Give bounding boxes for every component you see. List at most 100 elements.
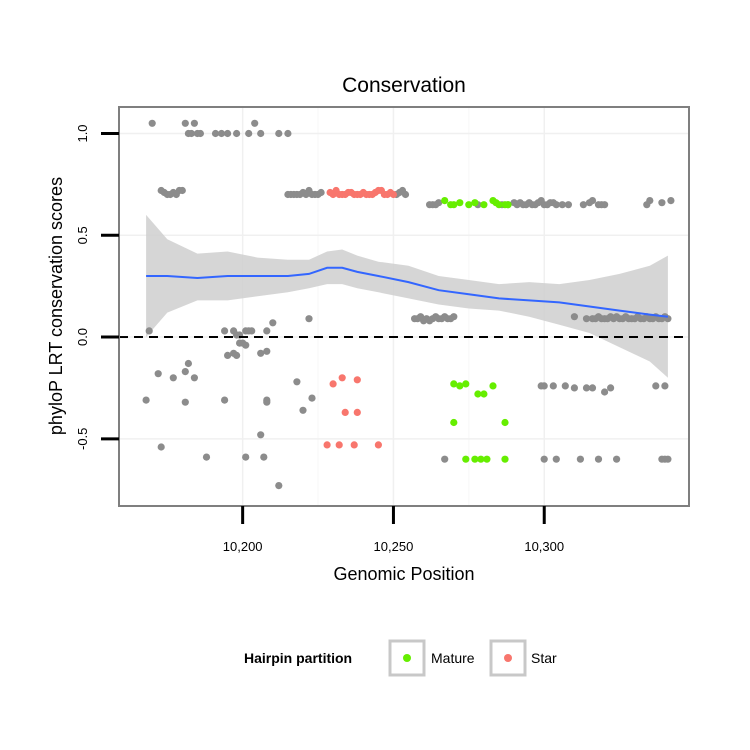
points-layer: [142, 119, 675, 490]
point-other-8: [217, 129, 226, 138]
point-other-73: [667, 197, 675, 205]
point-mature-19: [501, 418, 509, 427]
point-mature-22: [477, 455, 485, 463]
confidence-band: [146, 214, 668, 378]
legend-label-mature: Mature: [431, 650, 475, 666]
point-star-25: [341, 408, 349, 416]
point-mature-6: [480, 201, 488, 209]
point-mature-9: [495, 201, 503, 209]
series-mature: [441, 197, 512, 463]
point-star-29: [350, 441, 358, 449]
point-other-61: [552, 201, 560, 209]
point-star-24: [353, 376, 361, 384]
x-axis: 10,200 10,250 10,300: [223, 506, 564, 554]
point-other-150: [202, 453, 211, 461]
series-other: [142, 119, 675, 490]
point-other-75: [221, 327, 229, 335]
point-other-137: [181, 368, 189, 376]
point-other-107: [570, 313, 579, 321]
point-other-3: [187, 129, 195, 138]
point-other-23: [178, 186, 186, 195]
point-other-87: [242, 341, 250, 349]
chart-title: Conservation: [342, 74, 466, 97]
point-other-69: [601, 201, 609, 209]
point-other-158: [570, 384, 579, 392]
point-other-173: [664, 455, 672, 463]
point-other-143: [221, 396, 229, 404]
point-other-108: [582, 315, 591, 323]
y-axis-title: phyloP LRT conservation scores: [46, 177, 66, 435]
point-other-151: [242, 453, 250, 461]
point-mature-18: [450, 418, 458, 427]
point-mature-0: [441, 197, 449, 205]
legend-label-star: Star: [531, 650, 557, 666]
point-star-23: [338, 374, 346, 382]
point-other-159: [582, 384, 591, 392]
point-mature-5: [471, 199, 479, 207]
point-other-162: [607, 384, 615, 392]
point-other-142: [181, 398, 189, 406]
point-mature-20: [462, 455, 470, 463]
point-other-136: [169, 374, 177, 382]
point-mature-15: [474, 390, 482, 398]
x-axis-title: Genomic Position: [333, 564, 474, 584]
y-axis: -0.5 0.0 0.5 1.0: [75, 124, 119, 450]
point-mature-16: [480, 390, 488, 398]
point-other-90: [233, 351, 241, 359]
point-other-88: [224, 351, 232, 359]
point-star-22: [329, 380, 337, 388]
point-mature-14: [462, 380, 470, 388]
point-other-0: [148, 119, 156, 127]
point-other-139: [190, 374, 198, 382]
point-other-160: [588, 384, 597, 392]
point-other-161: [601, 388, 609, 396]
point-other-145: [142, 396, 150, 404]
point-star-28: [335, 441, 343, 449]
x-tick-label-0: 10,200: [223, 539, 263, 554]
point-other-91: [257, 349, 265, 357]
y-tick-label-2: 0.5: [75, 226, 90, 244]
point-other-152: [260, 453, 268, 461]
point-mature-4: [465, 201, 473, 209]
point-other-14: [275, 129, 283, 138]
point-other-35: [317, 188, 325, 197]
point-other-169: [594, 455, 603, 463]
point-other-11: [245, 129, 253, 138]
point-other-163: [652, 382, 660, 390]
point-mature-23: [483, 455, 491, 463]
point-other-10: [233, 129, 241, 138]
legend-swatch-mature: [403, 654, 411, 662]
point-other-81: [248, 327, 256, 335]
point-other-6: [196, 129, 204, 138]
point-other-64: [579, 201, 588, 209]
point-other-106: [450, 313, 458, 321]
point-other-7: [211, 129, 220, 138]
point-other-63: [564, 201, 573, 209]
y-tick-label-3: 1.0: [75, 124, 90, 142]
smooth-line: [146, 266, 669, 318]
point-other-164: [661, 382, 669, 390]
point-other-157: [561, 382, 569, 390]
point-other-9: [224, 129, 232, 138]
point-other-71: [646, 197, 654, 205]
point-other-140: [293, 378, 301, 386]
point-star-21: [389, 190, 397, 199]
point-other-167: [552, 455, 560, 463]
point-other-15: [284, 129, 292, 138]
point-other-83: [269, 319, 277, 327]
point-other-155: [540, 382, 548, 390]
point-other-82: [263, 327, 271, 335]
x-tick-label-2: 10,300: [524, 539, 564, 554]
point-mature-17: [489, 382, 497, 390]
series-star: [323, 186, 397, 449]
point-mature-2: [450, 201, 458, 209]
point-other-13: [257, 129, 265, 138]
point-mature-12: [450, 380, 458, 388]
point-star-30: [374, 441, 382, 449]
point-other-149: [157, 443, 165, 451]
point-other-141: [308, 394, 316, 402]
point-other-12: [251, 119, 259, 127]
point-other-146: [263, 398, 271, 406]
plot-border: [118, 106, 690, 507]
